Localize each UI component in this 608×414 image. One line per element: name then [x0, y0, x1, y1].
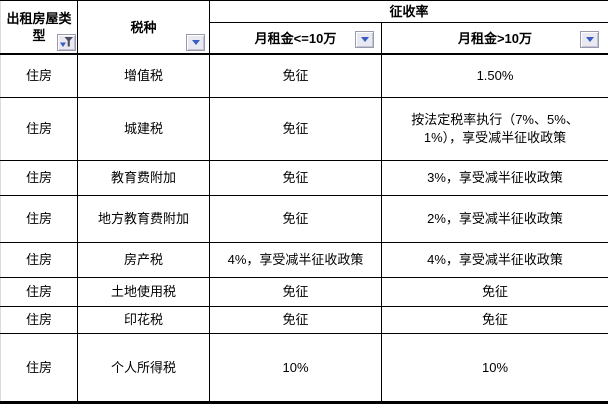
filter-applied-button[interactable]	[57, 34, 76, 51]
cell-rate-low: 免征	[209, 96, 382, 161]
header-tax-type: 税种	[77, 0, 210, 55]
cell-rental-type: 住房	[0, 159, 78, 196]
table-row: 住房 印花税 免征 免征	[0, 305, 608, 334]
cell-rental-type: 住房	[0, 241, 78, 278]
cell-rental-type: 住房	[0, 96, 78, 161]
cell-rental-type: 住房	[0, 305, 78, 334]
cell-rate-low: 免征	[209, 159, 382, 196]
header-rent-low-label: 月租金<=10万	[254, 30, 337, 46]
cell-rate-low: 免征	[209, 194, 382, 243]
table-row: 住房 土地使用税 免征 免征	[0, 276, 608, 307]
cell-rate-high: 4%，享受减半征收政策	[380, 241, 608, 278]
filter-dropdown-icon	[360, 37, 369, 42]
filter-applied-icon	[60, 37, 73, 47]
header-rent-high: 月租金>10万	[380, 22, 608, 56]
header-rental-type-label: 出租房屋类型	[6, 11, 72, 43]
table-row: 住房 房产税 4%，享受减半征收政策 4%，享受减半征收政策	[0, 241, 608, 278]
cell-tax-type: 城建税	[77, 96, 210, 161]
header-rate-group-label: 征收率	[389, 4, 429, 19]
rent-low-filter-button[interactable]	[355, 31, 374, 48]
cell-rate-high: 1.50%	[380, 53, 608, 98]
table-row: 住房 地方教育费附加 免征 2%，享受减半征收政策	[0, 194, 608, 243]
table-row: 住房 个人所得税 10% 10%	[0, 332, 608, 404]
cell-rental-type: 住房	[0, 194, 78, 243]
cell-tax-type: 地方教育费附加	[77, 194, 210, 243]
table-row: 住房 教育费附加 免征 3%，享受减半征收政策	[0, 159, 608, 196]
cell-rate-high: 免征	[380, 305, 608, 334]
cell-tax-type: 房产税	[77, 241, 210, 278]
cell-rate-low: 免征	[209, 305, 382, 334]
cell-tax-type: 印花税	[77, 305, 210, 334]
header-tax-type-label: 税种	[130, 19, 157, 35]
cell-rental-type: 住房	[0, 53, 78, 98]
cell-rate-high: 2%，享受减半征收政策	[380, 194, 608, 243]
cell-rental-type: 住房	[0, 332, 78, 404]
cell-rate-low: 免征	[209, 276, 382, 307]
header-rate-group: 征收率	[208, 0, 608, 24]
tax-type-filter-button[interactable]	[186, 34, 205, 51]
cell-rate-low: 免征	[209, 53, 382, 98]
cell-tax-type: 增值税	[77, 53, 210, 98]
cell-tax-type: 教育费附加	[77, 159, 210, 196]
cell-rate-low: 4%，享受减半征收政策	[209, 241, 382, 278]
rent-high-filter-button[interactable]	[580, 31, 600, 48]
filter-dropdown-icon	[191, 40, 200, 45]
cell-rate-high: 10%	[380, 332, 608, 404]
cell-rate-high: 按法定税率执行（7%、5%、1%），享受减半征收政策	[380, 96, 608, 161]
filter-dropdown-icon	[585, 37, 594, 42]
cell-rate-low: 10%	[209, 332, 382, 404]
header-rental-type: 出租房屋类型	[0, 0, 78, 55]
table-row: 住房 城建税 免征 按法定税率执行（7%、5%、1%），享受减半征收政策	[0, 96, 608, 161]
table-row: 住房 增值税 免征 1.50%	[0, 53, 608, 98]
cell-rental-type: 住房	[0, 276, 78, 307]
cell-tax-type: 土地使用税	[77, 276, 210, 307]
header-rent-high-label: 月租金>10万	[457, 30, 533, 46]
cell-rate-high: 3%，享受减半征收政策	[380, 159, 608, 196]
header-rent-low: 月租金<=10万	[209, 22, 382, 56]
cell-rate-high: 免征	[380, 276, 608, 307]
tax-rate-table: 出租房屋类型 税种 征收率	[0, 0, 608, 404]
cell-tax-type: 个人所得税	[77, 332, 210, 404]
